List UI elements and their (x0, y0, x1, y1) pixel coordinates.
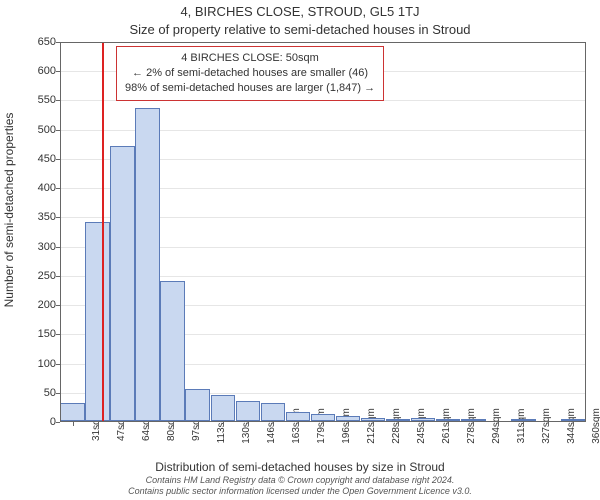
ytick-label: 300 (38, 241, 56, 253)
ytick-label: 0 (50, 416, 56, 428)
ytick-label: 550 (38, 94, 56, 106)
y-axis-label: Number of semi-detached properties (2, 60, 16, 360)
plot-area: 0501001502002503003504004505005506006503… (60, 42, 586, 422)
plot-border (60, 42, 586, 422)
ytick-mark (56, 422, 60, 423)
ytick-label: 200 (38, 299, 56, 311)
ytick-label: 450 (38, 153, 56, 165)
footer-attribution: Contains HM Land Registry data © Crown c… (0, 473, 600, 500)
chart-subtitle: Size of property relative to semi-detach… (0, 22, 600, 37)
footer-line1: Contains HM Land Registry data © Crown c… (146, 475, 455, 485)
ytick-label: 50 (44, 387, 56, 399)
ytick-label: 350 (38, 211, 56, 223)
footer-line2: Contains public sector information licen… (128, 486, 472, 496)
ytick-label: 250 (38, 270, 56, 282)
chart-container: 4, BIRCHES CLOSE, STROUD, GL5 1TJ Size o… (0, 0, 600, 500)
x-axis-label: Distribution of semi-detached houses by … (0, 460, 600, 474)
ytick-label: 650 (38, 36, 56, 48)
ytick-label: 600 (38, 65, 56, 77)
ytick-label: 100 (38, 358, 56, 370)
ytick-label: 400 (38, 182, 56, 194)
ytick-label: 500 (38, 124, 56, 136)
chart-title-address: 4, BIRCHES CLOSE, STROUD, GL5 1TJ (0, 4, 600, 19)
ytick-label: 150 (38, 328, 56, 340)
